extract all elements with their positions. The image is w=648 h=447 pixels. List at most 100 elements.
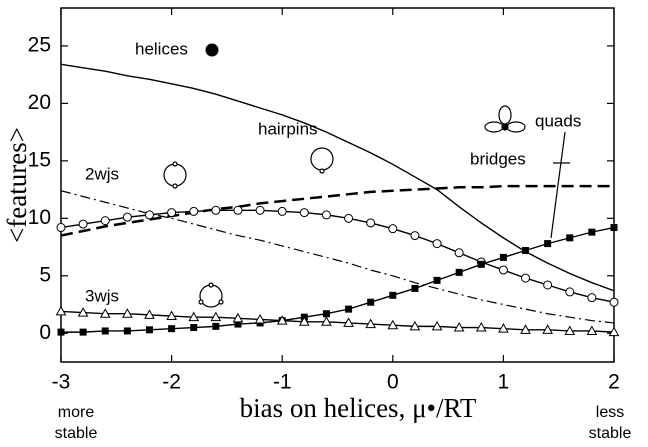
marker <box>453 321 465 332</box>
y-tick-label: 20 <box>28 91 51 114</box>
marker <box>366 218 376 228</box>
marker <box>322 310 330 318</box>
series-label: helices <box>135 39 188 58</box>
marker <box>566 234 574 242</box>
marker <box>232 312 244 323</box>
marker <box>299 208 309 218</box>
marker <box>410 231 420 241</box>
marker <box>122 308 133 318</box>
marker <box>100 216 110 226</box>
marker <box>101 327 109 335</box>
marker <box>123 327 131 335</box>
marker <box>254 313 266 324</box>
marker <box>210 311 222 322</box>
marker <box>498 265 508 275</box>
marker <box>188 311 200 322</box>
marker <box>233 205 243 215</box>
x-tick-label: 0 <box>387 371 399 394</box>
marker <box>389 291 397 299</box>
marker <box>432 239 442 249</box>
marker <box>78 219 88 229</box>
marker <box>542 324 553 334</box>
quad-icon <box>484 105 526 133</box>
marker <box>564 325 576 335</box>
marker <box>145 326 153 334</box>
marker <box>610 224 618 232</box>
marker <box>166 310 177 321</box>
marker <box>167 208 177 218</box>
marker <box>498 323 509 333</box>
marker <box>365 318 377 329</box>
marker <box>55 305 67 316</box>
marker <box>321 210 331 220</box>
marker <box>122 212 132 222</box>
series-label: bridges <box>470 149 526 168</box>
marker <box>56 223 66 233</box>
series-label: hairpins <box>258 119 318 138</box>
marker <box>475 321 487 332</box>
marker <box>587 293 597 303</box>
x-tick-label: -3 <box>52 371 71 394</box>
marker <box>411 284 419 292</box>
marker <box>343 317 354 327</box>
series-line <box>60 184 614 237</box>
marker <box>520 324 531 334</box>
marker <box>522 247 530 255</box>
plot-frame <box>60 7 615 363</box>
marker <box>57 328 65 336</box>
x-tick-label: 2 <box>608 371 620 394</box>
marker <box>609 297 619 307</box>
x-tick-label: -1 <box>273 371 292 394</box>
hairpin-icon <box>310 147 334 174</box>
series-label: 2wjs <box>85 164 119 183</box>
marker <box>477 260 485 268</box>
twowj-icon <box>163 161 187 189</box>
marker <box>565 287 575 297</box>
marker <box>345 305 353 313</box>
marker <box>144 309 155 319</box>
marker <box>367 298 375 306</box>
marker <box>544 240 552 248</box>
marker <box>190 324 198 332</box>
marker <box>388 224 398 234</box>
marker <box>499 253 507 261</box>
series-line <box>60 310 615 333</box>
marker <box>433 276 441 284</box>
series-line <box>60 63 615 292</box>
x-tick-label: -2 <box>162 371 181 394</box>
threewj-icon <box>198 282 224 308</box>
helix-icon <box>205 43 219 57</box>
marker <box>586 325 598 335</box>
marker <box>431 320 443 331</box>
series-label: 3wjs <box>85 286 119 305</box>
series-line <box>60 190 615 324</box>
marker <box>298 316 310 326</box>
marker <box>189 206 199 216</box>
left-note-box: more stable <box>54 404 98 442</box>
marker <box>255 205 265 215</box>
series-line <box>61 226 615 333</box>
left-note: more stable <box>54 404 98 442</box>
marker <box>409 320 421 331</box>
marker <box>277 206 287 216</box>
marker <box>144 210 154 220</box>
y-tick-label: 0 <box>39 321 51 344</box>
marker <box>387 319 399 330</box>
marker <box>211 205 221 215</box>
marker <box>77 307 89 317</box>
y-tick-label: 15 <box>28 148 51 171</box>
y-tick-label: 10 <box>28 206 51 229</box>
series-label: quads <box>535 111 581 130</box>
marker <box>212 322 220 330</box>
marker <box>454 248 464 258</box>
marker <box>588 228 596 236</box>
y-tick-label: 25 <box>28 33 51 56</box>
marker <box>608 326 620 337</box>
marker <box>455 268 463 276</box>
marker <box>99 308 111 318</box>
marker <box>276 315 288 325</box>
y-tick-label: 5 <box>39 263 51 286</box>
x-tick-label: 1 <box>498 371 510 394</box>
marker <box>543 280 553 290</box>
